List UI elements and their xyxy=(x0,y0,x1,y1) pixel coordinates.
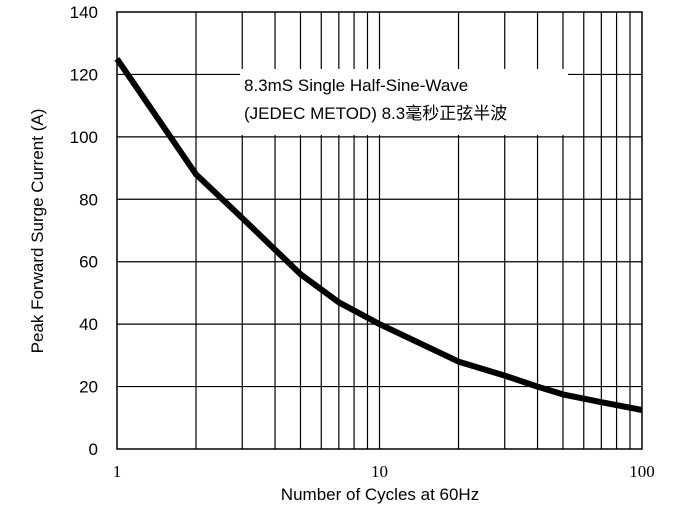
y-tick-label: 60 xyxy=(79,253,98,272)
plot-frame xyxy=(116,11,643,450)
x-axis-label: Number of Cycles at 60Hz xyxy=(281,485,479,504)
x-tick-label: 1 xyxy=(113,462,122,481)
annotation-line-1: 8.3mS Single Half-Sine-Wave xyxy=(244,76,468,95)
y-tick-label: 100 xyxy=(70,128,98,147)
y-tick-label: 80 xyxy=(79,190,98,209)
y-tick-label: 20 xyxy=(79,378,98,397)
y-axis-label: Peak Forward Surge Current (A) xyxy=(28,109,47,354)
x-tick-label: 100 xyxy=(629,462,655,481)
y-tick-label: 0 xyxy=(89,440,98,459)
annotation-line-2: (JEDEC METOD) 8.3毫秒正弦半波 xyxy=(244,104,507,123)
annotation-background xyxy=(240,69,568,135)
y-tick-label: 40 xyxy=(79,315,98,334)
x-tick-labels: 1 10 100 xyxy=(113,462,655,481)
y-tick-label: 120 xyxy=(70,65,98,84)
surge-current-line xyxy=(114,57,643,413)
x-tick-label: 10 xyxy=(371,462,388,481)
y-tick-label: 140 xyxy=(70,3,98,22)
y-tick-labels: 0 20 40 60 80 100 120 140 xyxy=(70,3,98,459)
